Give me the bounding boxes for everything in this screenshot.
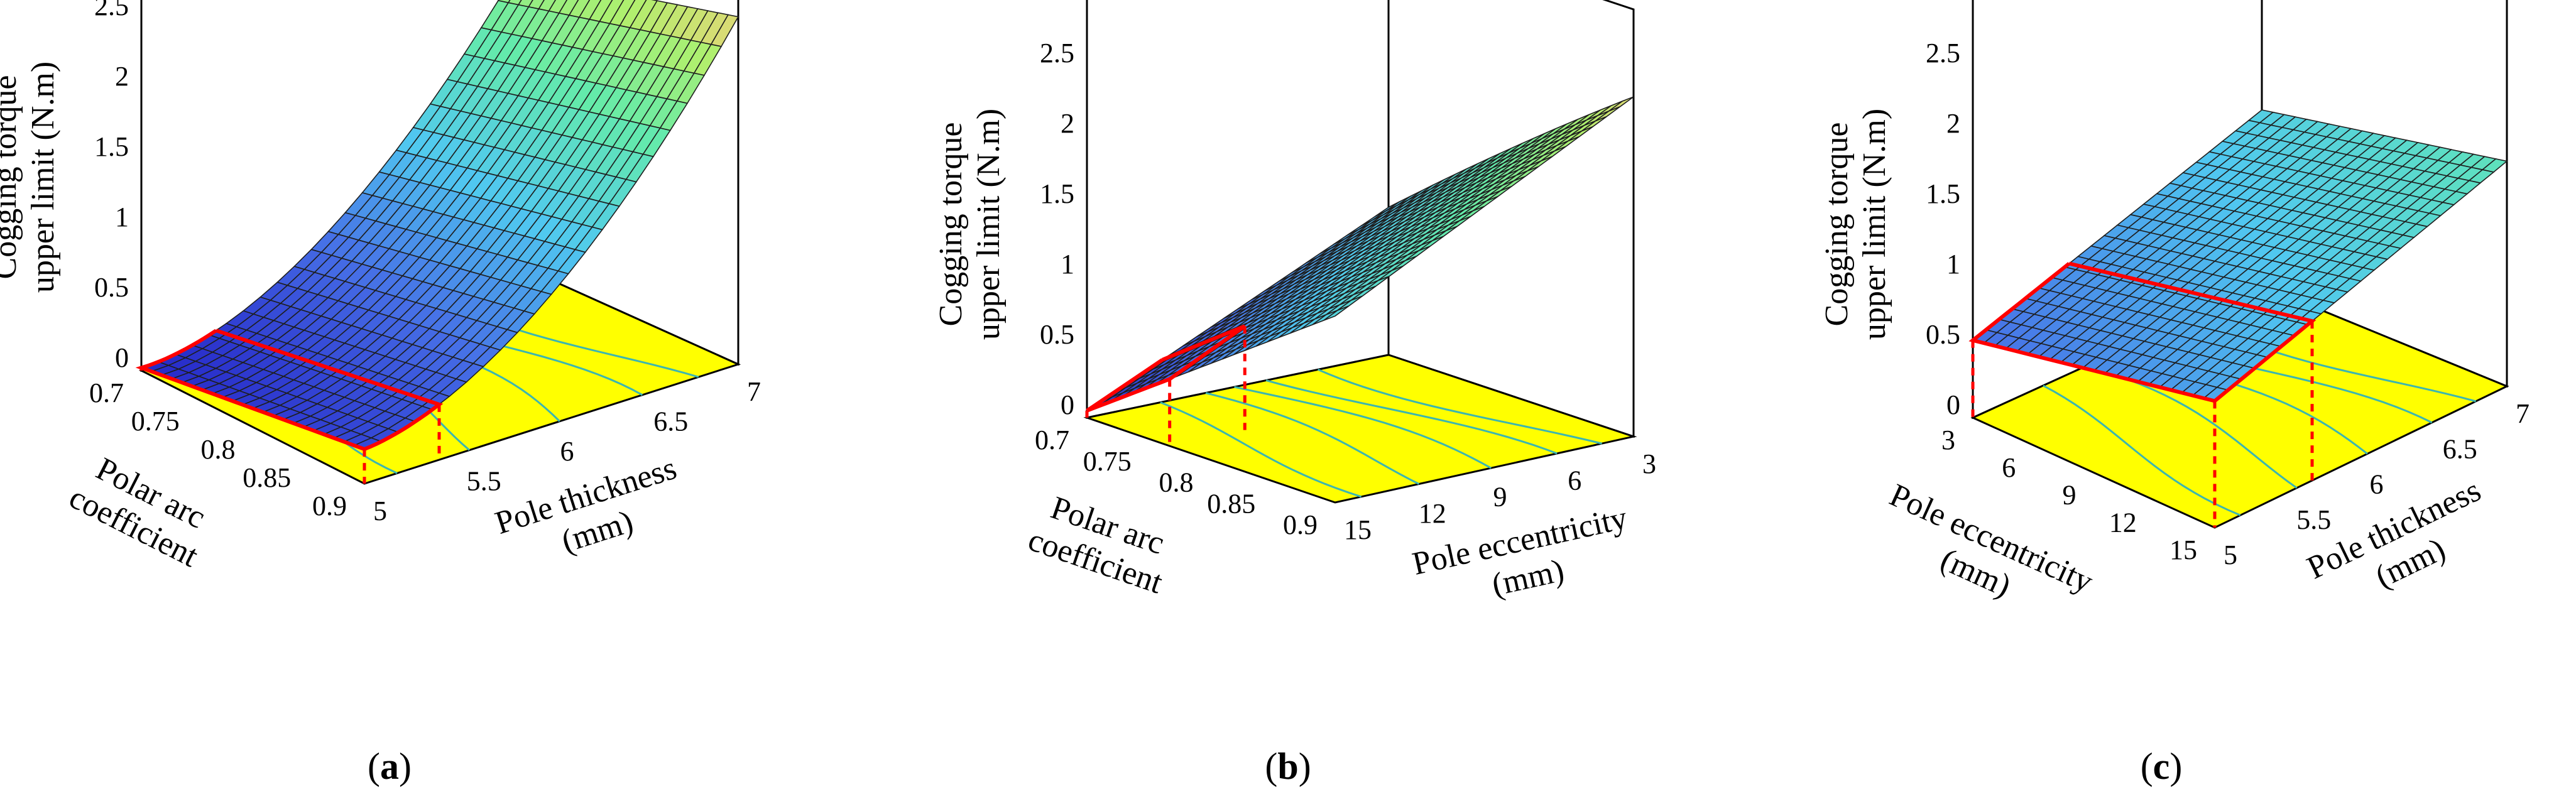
floor-plane [1083,354,1637,504]
z-tick-label: 2.5 [1926,38,1960,68]
z-axis-label: Cogging torqueupper limit (N.m) [0,62,61,293]
x-axis-label: Pole thickness(mm) [2301,472,2502,620]
x-tick-label: 7 [747,376,761,407]
z-tick-label: 0 [115,342,129,373]
panel-a: 0 0.5 1 1.5 2 2.5 Cogging torqueupper limit (N… [0,0,761,787]
z-tick-label: 1.5 [94,131,129,162]
panel-caption: (a) [368,746,412,787]
x-tick-label: 6 [1568,465,1581,496]
x-tick-label: 15 [1344,514,1372,545]
x-tick-label: 6 [560,436,574,467]
y-tick-label: 0.85 [243,462,291,493]
optimal-region-outline [135,328,444,452]
z-axis-label-line2: upper limit (N.m) [1857,109,1892,340]
x-tick-label: 3 [1642,448,1656,479]
y-tick-label: 0.9 [312,491,347,521]
y-tick-label: 0.75 [1083,446,1132,477]
z-tick-label: 2.5 [94,0,129,21]
z-tick-label: 2 [1946,108,1960,139]
y-tick-label: 0.9 [1283,509,1318,540]
y-tick-label: 12 [2109,507,2137,538]
z-axis-label-line1: Cogging torque [933,122,969,327]
z-tick-label: 2 [115,61,129,92]
z-tick-label: 1 [115,202,129,232]
x-tick-label: 6 [2370,469,2384,500]
z-axis-label-line1: Cogging torque [1819,122,1855,327]
panel-b: 0 0.5 1 1.5 2 2.5 Cogging torqueupper limit (N… [933,0,1656,787]
y-tick-label: 15 [2169,535,2197,565]
floor-contour-line [1318,369,1602,445]
z-axis-label-line1: Cogging torque [0,75,23,280]
x-tick-label: 7 [2516,398,2530,429]
x-axis-label: Pole thickness(mm) [491,450,692,577]
z-axis-label-line2: upper limit (N.m) [25,62,61,293]
x-tick-label: 12 [1419,498,1446,529]
floor-contour-line [1234,386,1492,469]
y-tick-label: 9 [2063,480,2077,511]
y-axis-label: Polar arccoefficient [1023,486,1179,601]
z-tick-label: 0 [1946,389,1960,420]
z-axis-label: Cogging torqueupper limit (N.m) [933,109,1007,340]
z-tick-label: 0 [1061,389,1074,420]
z-tick-label: 1.5 [1926,178,1960,209]
x-tick-label: 5 [2224,540,2237,570]
back-wall-left [1086,0,1390,419]
z-tick-label: 1.5 [1040,178,1074,209]
panel-c: 0 0.5 1 1.5 2 2.5 Cogging torqueupper limit (N… [1819,0,2530,787]
y-tick-label: 0.7 [89,377,124,408]
x-tick-label: 5 [373,496,387,526]
x-tick-label: 5.5 [2296,504,2331,535]
surface-mesh [139,0,740,450]
z-tick-label: 0.5 [1040,319,1074,350]
y-tick-label: 0.8 [201,434,236,465]
z-axis-label-line2: upper limit (N.m) [971,109,1007,340]
surface-cell [1323,305,1350,321]
y-axis-label: Polar arccoefficient [63,446,221,575]
z-axis-label: Cogging torqueupper limit (N.m) [1819,109,1892,340]
x-tick-label: 6.5 [653,406,688,437]
y-tick-label: 6 [2002,452,2016,483]
z-tick-label: 1 [1061,249,1074,280]
floor-contour-line [1160,401,1362,498]
floor-contour-line [1205,392,1420,485]
z-tick-label: 0.5 [1926,319,1960,350]
y-tick-label: 0.75 [131,406,180,437]
surface-mesh [1972,109,2508,402]
panel-caption: (b) [1265,746,1311,787]
y-tick-label: 0.85 [1207,488,1255,519]
floor-contour-line [2043,384,2241,516]
z-tick-label: 0.5 [94,272,129,303]
y-tick-label: 0.8 [1159,467,1194,498]
y-tick-label: 0.7 [1035,425,1069,455]
z-tick-label: 2.5 [1040,38,1074,68]
panel-caption-letter: a [380,746,399,787]
panel-caption-letter: c [2153,746,2170,787]
floor-contour-line [1265,379,1558,455]
x-tick-label: 9 [1493,482,1507,513]
x-tick-label: 5.5 [467,466,501,497]
z-tick-label: 2 [1061,108,1074,139]
y-tick-label: 3 [1941,425,1955,455]
x-tick-label: 6.5 [2443,433,2477,464]
panel-caption-letter: b [1277,746,1298,787]
panel-caption: (c) [2141,746,2183,787]
z-tick-label: 1 [1946,249,1960,280]
